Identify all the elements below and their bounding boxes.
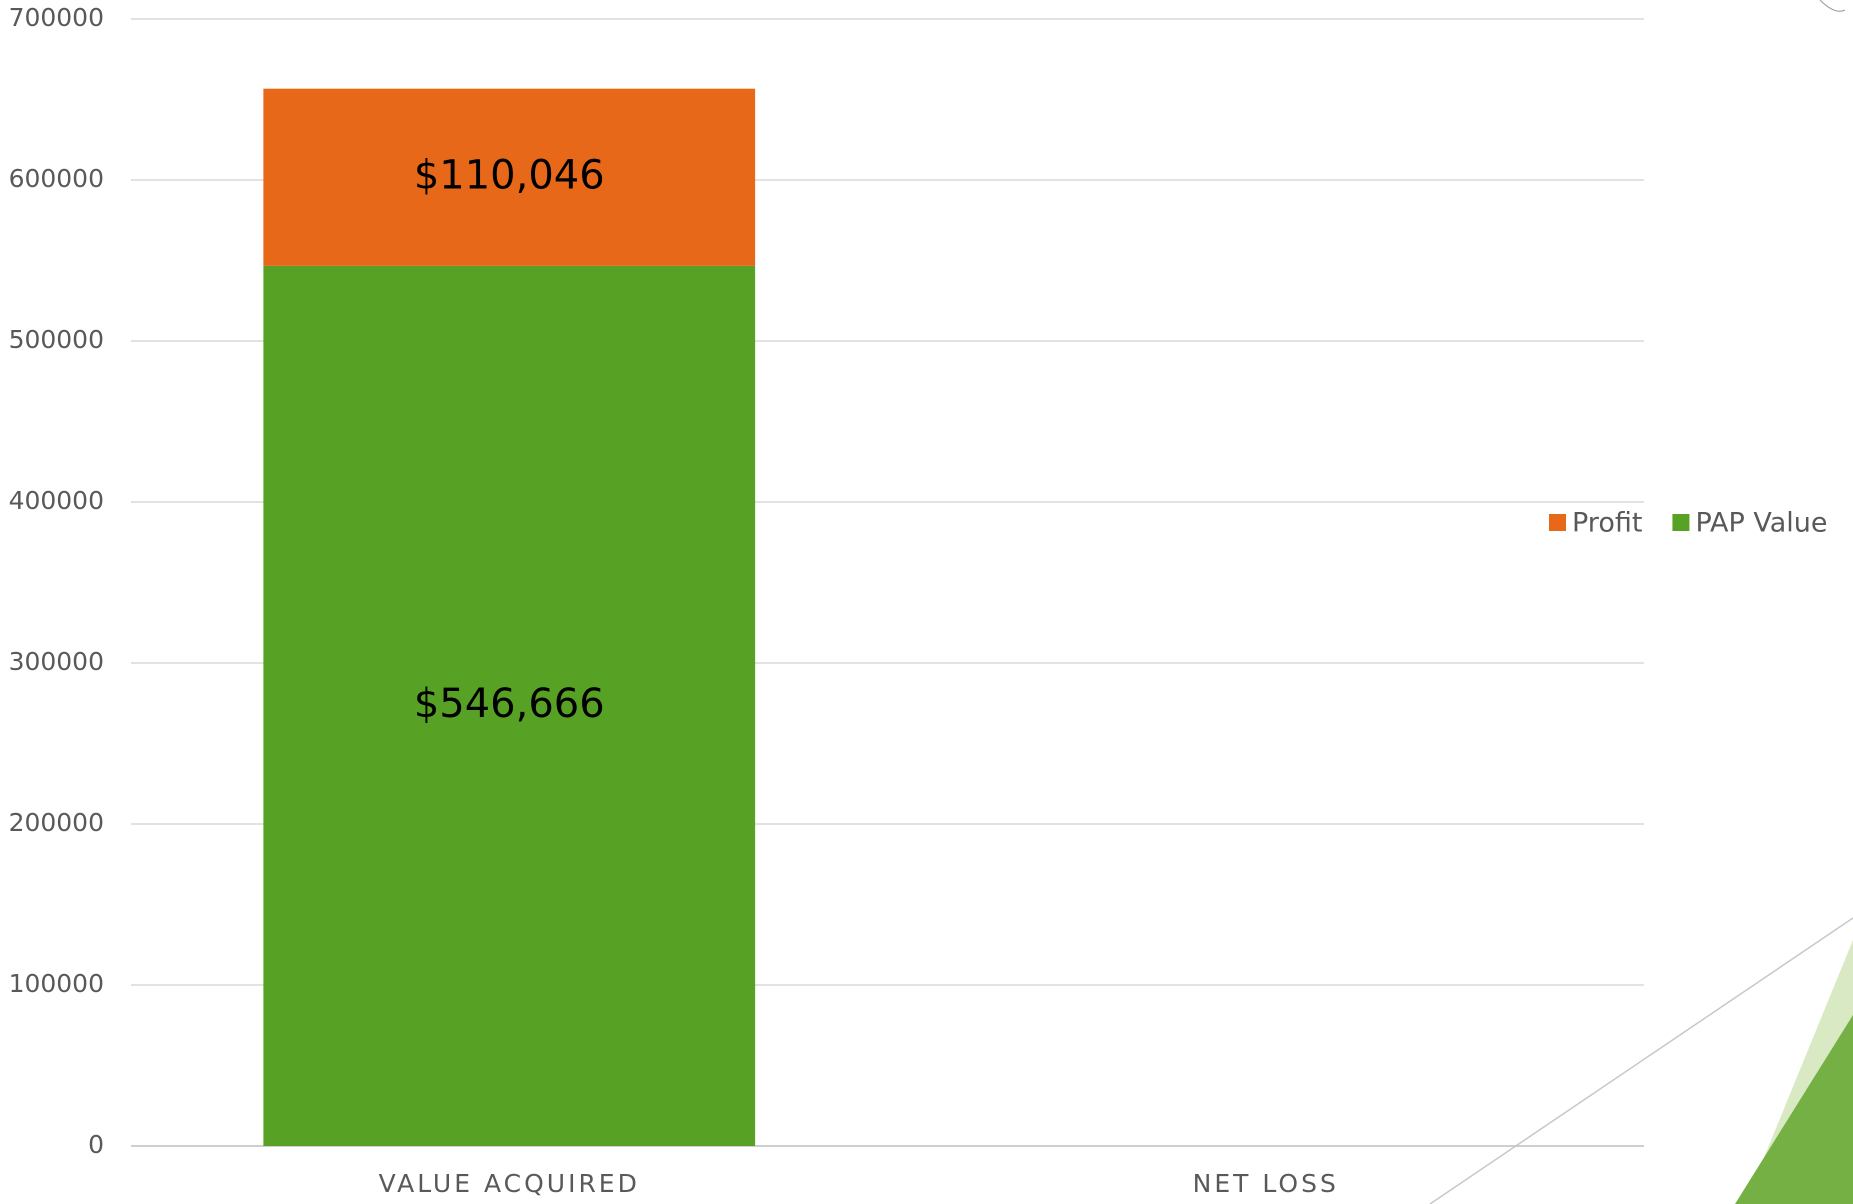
x-tick-label: VALUE ACQUIRED [379,1169,640,1198]
y-tick-label: 500000 [9,325,104,354]
legend-label: PAP Value [1695,508,1827,539]
decoration-arc [1819,0,1846,12]
y-tick-label: 100000 [9,969,104,998]
y-tick-label: 300000 [9,647,104,676]
decoration-triangle [1735,1015,1853,1204]
data-label: $546,666 [414,681,605,727]
y-tick-label: 200000 [9,808,104,837]
legend-label: Profit [1572,508,1642,539]
bar-segment [263,265,756,1146]
bar-segment [263,88,756,266]
y-tick-label: 400000 [9,486,104,515]
data-label: $110,046 [414,152,605,198]
legend-swatch [1549,514,1566,531]
y-tick-label: 0 [88,1130,104,1159]
legend-swatch [1672,514,1690,531]
x-tick-label: NET LOSS [1193,1169,1339,1198]
decoration-line [1429,917,1853,1204]
y-tick-label: 700000 [9,3,104,32]
y-tick-label: 600000 [9,164,104,193]
